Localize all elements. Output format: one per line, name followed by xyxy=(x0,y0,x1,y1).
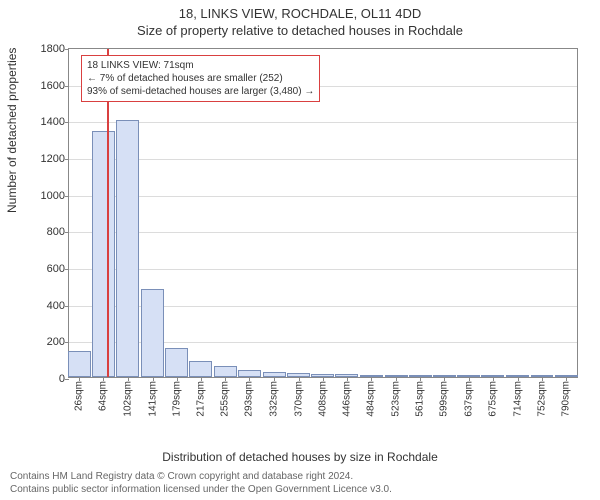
gridline xyxy=(69,159,577,160)
histogram-bar xyxy=(141,289,164,377)
histogram-bar xyxy=(116,120,139,377)
xtick-mark xyxy=(153,377,154,381)
x-axis-label: Distribution of detached houses by size … xyxy=(0,450,600,464)
xtick-label: 714sqm xyxy=(512,381,523,417)
xtick-mark xyxy=(420,377,421,381)
ytick-label: 1000 xyxy=(41,190,65,202)
ytick-label: 1200 xyxy=(41,153,65,165)
ytick-mark xyxy=(65,159,69,160)
xtick-label: 64sqm xyxy=(98,381,109,411)
xtick-label: 599sqm xyxy=(439,381,450,417)
footer-attribution: Contains HM Land Registry data © Crown c… xyxy=(0,470,600,496)
ytick-mark xyxy=(65,379,69,380)
xtick-label: 561sqm xyxy=(415,381,426,417)
xtick-label: 408sqm xyxy=(317,381,328,417)
xtick-mark xyxy=(177,377,178,381)
xtick-label: 675sqm xyxy=(487,381,498,417)
xtick-mark xyxy=(249,377,250,381)
histogram-bar xyxy=(92,131,115,377)
xtick-mark xyxy=(103,377,104,381)
ytick-label: 1400 xyxy=(41,116,65,128)
xtick-mark xyxy=(469,377,470,381)
xtick-label: 141sqm xyxy=(147,381,158,417)
xtick-label: 370sqm xyxy=(293,381,304,417)
xtick-mark xyxy=(128,377,129,381)
gridline xyxy=(69,196,577,197)
ytick-mark xyxy=(65,49,69,50)
xtick-label: 523sqm xyxy=(391,381,402,417)
xtick-label: 790sqm xyxy=(561,381,572,417)
xtick-label: 102sqm xyxy=(122,381,133,417)
xtick-label: 752sqm xyxy=(537,381,548,417)
histogram-bar xyxy=(165,348,188,377)
ytick-label: 1800 xyxy=(41,43,65,55)
ytick-mark xyxy=(65,306,69,307)
annotation-box: 18 LINKS VIEW: 71sqm← 7% of detached hou… xyxy=(81,55,320,102)
histogram-bar xyxy=(189,361,212,378)
xtick-label: 332sqm xyxy=(269,381,280,417)
histogram-bar xyxy=(214,366,237,377)
ytick-label: 800 xyxy=(47,226,65,238)
ytick-mark xyxy=(65,232,69,233)
xtick-mark xyxy=(542,377,543,381)
xtick-mark xyxy=(79,377,80,381)
xtick-label: 255sqm xyxy=(220,381,231,417)
xtick-label: 484sqm xyxy=(366,381,377,417)
histogram-bar xyxy=(238,370,261,377)
xtick-mark xyxy=(396,377,397,381)
xtick-label: 293sqm xyxy=(244,381,255,417)
xtick-mark xyxy=(371,377,372,381)
annotation-line: ← 7% of detached houses are smaller (252… xyxy=(87,72,314,85)
xtick-label: 26sqm xyxy=(74,381,85,411)
ytick-mark xyxy=(65,122,69,123)
ytick-mark xyxy=(65,269,69,270)
xtick-mark xyxy=(323,377,324,381)
footer-line1: Contains HM Land Registry data © Crown c… xyxy=(10,470,590,483)
xtick-label: 179sqm xyxy=(171,381,182,417)
xtick-mark xyxy=(518,377,519,381)
ytick-label: 200 xyxy=(47,336,65,348)
xtick-mark xyxy=(299,377,300,381)
xtick-mark xyxy=(566,377,567,381)
xtick-mark xyxy=(347,377,348,381)
gridline xyxy=(69,269,577,270)
page-title-line2: Size of property relative to detached ho… xyxy=(0,21,600,38)
ytick-mark xyxy=(65,342,69,343)
xtick-label: 637sqm xyxy=(463,381,474,417)
histogram-bar xyxy=(68,351,91,377)
annotation-line: 18 LINKS VIEW: 71sqm xyxy=(87,59,314,72)
chart-plot-area: 02004006008001000120014001600180026sqm64… xyxy=(68,48,578,378)
xtick-mark xyxy=(444,377,445,381)
ytick-label: 600 xyxy=(47,263,65,275)
xtick-mark xyxy=(493,377,494,381)
gridline xyxy=(69,122,577,123)
ytick-mark xyxy=(65,196,69,197)
page-title-line1: 18, LINKS VIEW, ROCHDALE, OL11 4DD xyxy=(0,0,600,21)
xtick-mark xyxy=(274,377,275,381)
y-axis-label: Number of detached properties xyxy=(5,48,19,213)
xtick-mark xyxy=(225,377,226,381)
xtick-label: 217sqm xyxy=(195,381,206,417)
ytick-label: 400 xyxy=(47,300,65,312)
annotation-line: 93% of semi-detached houses are larger (… xyxy=(87,85,314,98)
gridline xyxy=(69,232,577,233)
ytick-mark xyxy=(65,86,69,87)
ytick-label: 1600 xyxy=(41,80,65,92)
xtick-label: 446sqm xyxy=(341,381,352,417)
xtick-mark xyxy=(201,377,202,381)
footer-line2: Contains public sector information licen… xyxy=(10,483,590,496)
